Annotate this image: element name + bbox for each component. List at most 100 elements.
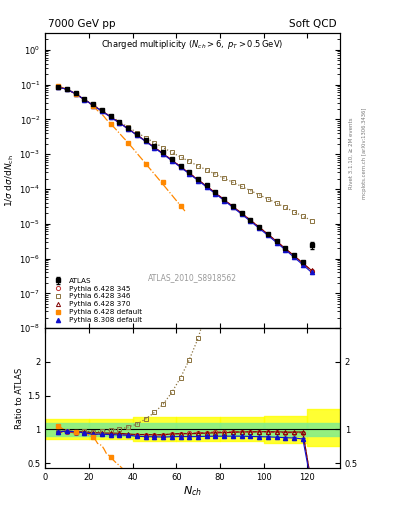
Pythia 6.428 default (178, 203, 183, 209)
Pythia 6.428 346 (178, 154, 183, 160)
Pythia 8.308 default (65, 86, 70, 92)
Pythia 6.428 370 (204, 183, 209, 189)
Pythia 6.428 345 (65, 87, 70, 93)
Pythia 6.428 370 (73, 91, 78, 97)
Pythia 6.428 345 (239, 210, 244, 216)
Pythia 6.428 370 (292, 253, 296, 259)
Pythia 6.428 370 (161, 151, 165, 157)
Pythia 6.428 346 (143, 135, 148, 141)
Pythia 8.308 default (248, 218, 253, 224)
Pythia 6.428 345 (161, 151, 165, 157)
Pythia 6.428 346 (108, 113, 113, 119)
Pythia 8.308 default (134, 132, 139, 138)
Pythia 6.428 346 (257, 191, 261, 198)
Pythia 6.428 default (108, 121, 113, 127)
X-axis label: $N_{ch}$: $N_{ch}$ (183, 484, 202, 498)
Pythia 8.308 default (231, 204, 235, 210)
Pythia 6.428 346 (65, 86, 70, 92)
Pythia 6.428 345 (117, 120, 122, 126)
Pythia 8.308 default (56, 84, 61, 90)
Pythia 6.428 345 (213, 190, 218, 196)
Pythia 6.428 346 (56, 84, 61, 90)
Pythia 8.308 default (108, 114, 113, 120)
Pythia 8.308 default (117, 120, 122, 126)
Pythia 6.428 346 (266, 196, 270, 202)
Line: Pythia 6.428 345: Pythia 6.428 345 (56, 86, 314, 273)
Legend: ATLAS, Pythia 6.428 345, Pythia 6.428 346, Pythia 6.428 370, Pythia 6.428 defaul: ATLAS, Pythia 6.428 345, Pythia 6.428 34… (49, 276, 143, 325)
Pythia 6.428 345 (152, 144, 157, 151)
Pythia 6.428 345 (248, 217, 253, 223)
Pythia 8.308 default (257, 225, 261, 231)
Pythia 8.308 default (143, 138, 148, 144)
Pythia 6.428 370 (134, 132, 139, 138)
Pythia 6.428 346 (204, 167, 209, 173)
Pythia 6.428 345 (143, 138, 148, 144)
Text: Charged multiplicity ($N_{ch}>6,\;p_T>0.5\,\mathrm{GeV}$): Charged multiplicity ($N_{ch}>6,\;p_T>0.… (101, 38, 284, 51)
Pythia 8.308 default (187, 171, 192, 177)
Pythia 6.428 default (143, 160, 148, 166)
Pythia 8.308 default (239, 211, 244, 218)
Pythia 6.428 345 (134, 132, 139, 138)
Pythia 6.428 default (161, 179, 165, 185)
Pythia 6.428 370 (82, 96, 87, 102)
Pythia 6.428 346 (82, 96, 87, 102)
Text: Soft QCD: Soft QCD (289, 19, 337, 29)
Pythia 6.428 370 (91, 102, 95, 108)
Pythia 8.308 default (196, 178, 200, 184)
Pythia 8.308 default (169, 158, 174, 164)
Pythia 6.428 346 (283, 204, 288, 210)
Pythia 8.308 default (222, 198, 227, 204)
Pythia 6.428 346 (292, 209, 296, 215)
Pythia 6.428 346 (117, 119, 122, 125)
Line: Pythia 8.308 default: Pythia 8.308 default (56, 85, 314, 274)
Pythia 8.308 default (292, 254, 296, 260)
Line: Pythia 6.428 default: Pythia 6.428 default (56, 84, 183, 208)
Pythia 6.428 345 (266, 231, 270, 237)
Pythia 6.428 370 (56, 84, 61, 90)
Pythia 6.428 370 (231, 203, 235, 209)
Pythia 6.428 346 (274, 200, 279, 206)
Pythia 6.428 346 (169, 150, 174, 156)
Pythia 6.428 370 (126, 125, 130, 132)
Pythia 6.428 370 (222, 197, 227, 203)
Pythia 6.428 370 (257, 224, 261, 230)
Pythia 6.428 346 (161, 144, 165, 151)
Y-axis label: Ratio to ATLAS: Ratio to ATLAS (15, 368, 24, 429)
Pythia 8.308 default (309, 269, 314, 275)
Pythia 6.428 370 (248, 217, 253, 223)
Pythia 8.308 default (178, 164, 183, 170)
Pythia 6.428 346 (231, 179, 235, 185)
Pythia 6.428 346 (91, 102, 95, 108)
Pythia 6.428 370 (117, 119, 122, 125)
Pythia 8.308 default (82, 97, 87, 103)
Pythia 6.428 346 (248, 187, 253, 194)
Pythia 6.428 370 (143, 138, 148, 144)
Pythia 6.428 345 (187, 170, 192, 176)
Pythia 6.428 345 (73, 91, 78, 97)
Pythia 8.308 default (126, 126, 130, 132)
Pythia 8.308 default (99, 108, 104, 114)
Pythia 6.428 370 (266, 231, 270, 237)
Pythia 6.428 346 (73, 91, 78, 97)
Pythia 6.428 370 (283, 245, 288, 251)
Pythia 6.428 346 (152, 140, 157, 146)
Pythia 6.428 346 (213, 171, 218, 177)
Pythia 6.428 345 (196, 177, 200, 183)
Pythia 8.308 default (152, 145, 157, 151)
Pythia 8.308 default (91, 102, 95, 109)
Pythia 8.308 default (73, 91, 78, 97)
Pythia 6.428 346 (196, 163, 200, 169)
Pythia 6.428 345 (204, 183, 209, 189)
Pythia 6.428 370 (178, 163, 183, 169)
Pythia 6.428 345 (301, 260, 305, 266)
Pythia 6.428 345 (292, 253, 296, 259)
Pythia 6.428 370 (169, 157, 174, 163)
Pythia 6.428 345 (99, 108, 104, 114)
Pythia 6.428 370 (187, 170, 192, 176)
Pythia 6.428 370 (65, 86, 70, 92)
Pythia 6.428 345 (309, 268, 314, 274)
Pythia 6.428 346 (239, 183, 244, 189)
Pythia 6.428 370 (99, 108, 104, 114)
Pythia 6.428 370 (301, 260, 305, 266)
Pythia 6.428 345 (91, 102, 95, 109)
